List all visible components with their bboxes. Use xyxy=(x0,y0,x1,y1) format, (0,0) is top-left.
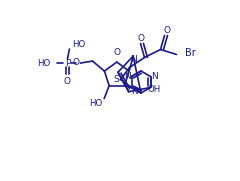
Text: HO: HO xyxy=(72,40,86,49)
Text: O: O xyxy=(113,48,120,57)
Text: Br: Br xyxy=(186,49,196,58)
Text: N: N xyxy=(131,87,138,96)
Text: N: N xyxy=(124,72,131,81)
Text: O: O xyxy=(64,77,71,86)
Text: S: S xyxy=(114,75,119,84)
Text: HO: HO xyxy=(89,99,102,108)
Text: HO: HO xyxy=(37,59,50,68)
Text: O: O xyxy=(164,26,171,35)
Text: P: P xyxy=(65,59,70,68)
Text: OH: OH xyxy=(147,85,161,94)
Text: O: O xyxy=(72,58,79,67)
Text: N: N xyxy=(130,55,137,64)
Text: O: O xyxy=(137,34,144,43)
Text: N: N xyxy=(151,72,158,81)
